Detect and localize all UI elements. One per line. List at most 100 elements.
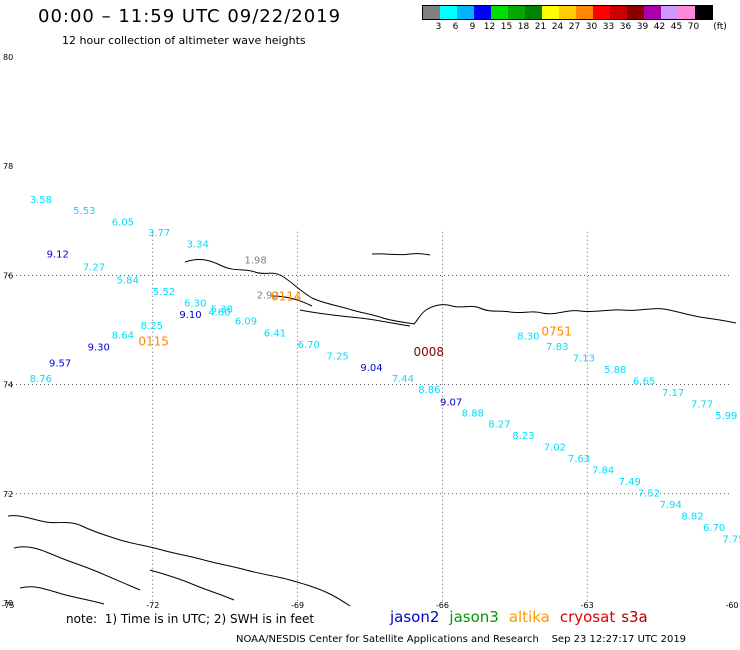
legend-swatch — [491, 6, 508, 19]
wave-height-value: 7.83 — [546, 342, 568, 353]
legend-value: 70 — [687, 22, 700, 32]
legend-swatch — [627, 6, 644, 19]
legend-swatch — [678, 6, 695, 19]
wave-height-value: 8.76 — [30, 374, 52, 385]
wave-height-value: 8.27 — [488, 420, 510, 431]
latitude-label: 78 — [3, 162, 13, 171]
legend-swatch — [474, 6, 491, 19]
coastline-inlet — [271, 295, 313, 307]
pass-time-label: 0751 — [541, 324, 572, 338]
satellite-jason2: jason2 — [390, 608, 440, 626]
satellite-cryosat: cryosat — [559, 608, 616, 626]
legend-unit: (ft) — [713, 22, 727, 32]
credit-footer: NOAA/NESDIS Center for Satellite Applica… — [236, 634, 687, 645]
wave-height-value: 9.30 — [88, 343, 110, 354]
legend-swatch — [440, 6, 457, 19]
coastline-baffin-island — [7, 515, 351, 607]
latitude-label: 74 — [3, 381, 13, 390]
legend-value: 27 — [568, 22, 581, 32]
coastline-fjord-3 — [149, 569, 235, 601]
wave-height-value: 6.70 — [298, 340, 320, 351]
wave-height-value: 7.63 — [568, 454, 590, 465]
wave-height-value: 6.05 — [112, 218, 134, 229]
graticule — [8, 231, 732, 603]
wave-height-value: 7.13 — [573, 354, 595, 365]
wave-height-value: 3.34 — [187, 240, 209, 251]
wave-height-value: 2.92 — [257, 290, 279, 301]
wave-height-value: 5.38 — [211, 305, 233, 316]
wave-height-value: 6.09 — [235, 317, 257, 328]
legend-swatch — [423, 6, 440, 19]
wave-height-value: 7.27 — [83, 262, 105, 273]
units-note: note: 1) Time is in UTC; 2) SWH is in fe… — [66, 612, 315, 626]
latitude-label: 72 — [3, 490, 13, 499]
wave-height-value: 4.80 — [208, 307, 230, 318]
legend-swatch — [508, 6, 525, 19]
wave-height-value: 7.17 — [662, 388, 684, 399]
wave-height-value: 7.52 — [638, 489, 660, 500]
wave-height-value: 7.02 — [544, 443, 566, 454]
longitude-label: -63 — [581, 601, 594, 610]
legend-value: 33 — [602, 22, 615, 32]
legend-value: 3 — [435, 22, 442, 32]
axis-labels: 80 78 76 74 72 70-75 -72 -69 -66 -63 -60 — [1, 53, 738, 610]
satellite-s3a: s3a — [621, 608, 648, 626]
wave-height-value: 8.82 — [681, 511, 703, 522]
wave-height-value: 8.23 — [512, 431, 534, 442]
longitude-label: -69 — [291, 601, 304, 610]
coastline-greenland-north — [184, 258, 737, 325]
coastline-fjord-2 — [19, 586, 105, 605]
wave-height-value: 5.53 — [73, 206, 95, 217]
longitude-label: -72 — [146, 601, 159, 610]
wave-height-value: 3.58 — [30, 195, 52, 206]
legend-value: 12 — [483, 22, 496, 32]
legend-color-bar — [422, 5, 713, 20]
wave-height-value: 7.77 — [691, 400, 713, 411]
legend-swatch — [661, 6, 678, 19]
legend-value: 6 — [452, 22, 459, 32]
legend-value: 39 — [636, 22, 649, 32]
wave-height-value: 5.88 — [604, 365, 626, 376]
wave-height-value: 9.07 — [440, 397, 462, 408]
legend-swatch — [695, 6, 712, 19]
legend-swatch — [457, 6, 474, 19]
legend-value: 36 — [619, 22, 632, 32]
wave-height-value: 8.88 — [462, 408, 484, 419]
pass-time-label: 0114 — [271, 290, 302, 304]
legend-swatch — [525, 6, 542, 19]
latitude-label: 80 — [3, 53, 13, 62]
legend-value: 45 — [670, 22, 683, 32]
pass-time-label: 0115 — [138, 334, 169, 348]
satellite-key: jason2 jason3 altika cryosat s3a — [390, 608, 658, 626]
coastline-peninsula — [299, 309, 411, 327]
wave-height-value: 6.41 — [264, 329, 286, 340]
legend-swatch — [576, 6, 593, 19]
map-title: 00:00 – 11:59 UTC 09/22/2019 — [38, 6, 342, 27]
legend-swatch — [644, 6, 661, 19]
color-legend: 3 6 9 12 15 18 21 24 27 30 33 36 39 42 45 70 (ft) — [422, 5, 727, 34]
legend-value: 30 — [585, 22, 598, 32]
satellite-jason3: jason3 — [449, 608, 499, 626]
wave-height-labels: 3.58 5.53 6.05 3.77 3.34 1.98 2.92 9.12 7.27 5.84… — [30, 195, 740, 546]
longitude-label: -60 — [725, 601, 738, 610]
wave-height-value: 3.77 — [148, 228, 170, 239]
legend-value: 9 — [469, 22, 476, 32]
wave-height-value: 5.99 — [715, 411, 737, 422]
latitude-label: 76 — [3, 271, 13, 280]
map-subtitle: 12 hour collection of altimeter wave hei… — [62, 34, 306, 47]
pass-time-labels: 0114 0115 0008 0751 — [138, 290, 572, 360]
wave-height-value: 7.75 — [722, 534, 740, 545]
legend-value: 21 — [534, 22, 547, 32]
wave-height-value: 9.12 — [47, 249, 69, 260]
wave-height-value: 5.84 — [117, 276, 139, 287]
satellite-altika: altika — [508, 608, 550, 626]
legend-labels: 3 6 9 12 15 18 21 24 27 30 33 36 39 42 45 70 (ft) — [422, 20, 727, 34]
wave-height-value: 7.84 — [592, 466, 614, 477]
wave-height-value: 7.49 — [619, 477, 641, 488]
legend-swatch — [593, 6, 610, 19]
coastline-ellesmere-south — [371, 253, 431, 256]
wave-height-value: 9.10 — [179, 310, 201, 321]
wave-height-value: 1.98 — [245, 255, 267, 266]
wave-height-value: 7.94 — [660, 500, 682, 511]
